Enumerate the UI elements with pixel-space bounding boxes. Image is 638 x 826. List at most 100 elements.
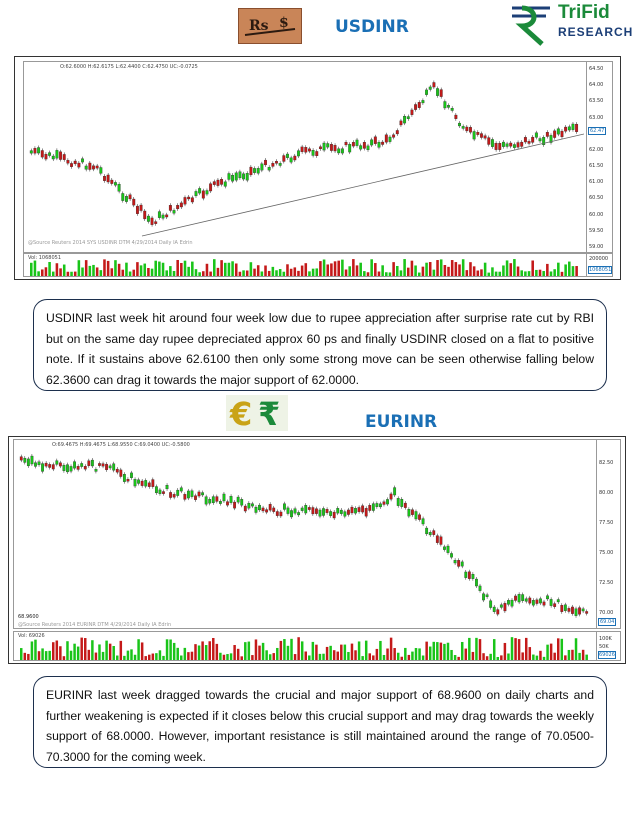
eurinr-candle bbox=[119, 469, 123, 477]
eurinr-volume-bar bbox=[468, 637, 471, 660]
eurinr-candle bbox=[567, 608, 571, 612]
usdinr-volume-bar bbox=[494, 271, 498, 276]
usdinr-candle bbox=[198, 188, 202, 194]
eurinr-tick-label: 77.50 bbox=[599, 520, 614, 526]
eurinr-volume-bar bbox=[521, 652, 524, 660]
eurinr-volume-bar bbox=[261, 642, 265, 660]
usdinr-candle bbox=[501, 141, 505, 147]
eurinr-volume-bar bbox=[350, 643, 354, 660]
usdinr-price-panel: O:62.6000 H:62.6175 L:62.4400 C:62.4750 … bbox=[23, 61, 613, 253]
eurinr-volume-bar bbox=[240, 656, 243, 660]
eurinr-volume-bar bbox=[30, 641, 34, 660]
usdinr-candle bbox=[432, 82, 436, 88]
eurinr-volume-bar bbox=[180, 655, 183, 660]
usdinr-candle bbox=[172, 210, 176, 214]
usdinr-candle bbox=[201, 190, 205, 199]
usdinr-candle bbox=[194, 191, 198, 197]
usdinr-volume-bar bbox=[88, 265, 92, 276]
eurinr-candle bbox=[489, 600, 493, 608]
eurinr-candle bbox=[432, 530, 436, 535]
usdinr-candle bbox=[99, 167, 103, 174]
usdinr-volume-bar bbox=[502, 265, 505, 276]
usdinr-volume-bar bbox=[392, 262, 395, 276]
usdinr-candle bbox=[370, 139, 374, 146]
eurinr-candle bbox=[332, 511, 336, 519]
eurinr-volume-bar bbox=[510, 637, 514, 660]
usdinr-last-volume: 1068051 bbox=[588, 266, 613, 274]
eurinr-commentary-text: EURINR last week dragged towards the cru… bbox=[46, 688, 594, 764]
eurinr-candle bbox=[450, 553, 453, 558]
eurinr-volume-bar bbox=[329, 645, 332, 660]
usdinr-volume-bar bbox=[527, 271, 531, 276]
usdinr-candle bbox=[421, 100, 425, 104]
usdinr-volume-bar bbox=[48, 261, 51, 276]
usdinr-candle bbox=[110, 179, 114, 184]
eurinr-volume-bar bbox=[443, 643, 446, 660]
eurinr-volume-bar bbox=[300, 641, 304, 660]
eurinr-candle bbox=[26, 458, 30, 467]
eurinr-volume-bar bbox=[34, 639, 37, 660]
usdinr-candle bbox=[542, 137, 546, 146]
eurinr-candle bbox=[435, 535, 439, 543]
eurinr-volume-bar bbox=[492, 639, 496, 660]
eurinr-volume-bar bbox=[162, 655, 165, 660]
usdinr-candle bbox=[73, 160, 77, 165]
usdinr-candle bbox=[505, 143, 509, 147]
usdinr-candle bbox=[264, 159, 267, 166]
eurinr-volume-bar bbox=[144, 656, 147, 660]
eurinr-candle bbox=[144, 480, 148, 487]
eurinr-volume-bar bbox=[453, 655, 457, 660]
usdinr-volume-bar bbox=[191, 261, 194, 276]
eurinr-candle bbox=[101, 463, 105, 467]
usdinr-candle bbox=[242, 173, 245, 180]
eurinr-candle bbox=[368, 505, 372, 511]
eurinr-candle bbox=[478, 585, 482, 591]
usdinr-volume-bar bbox=[92, 264, 95, 276]
usdinr-volume-bar bbox=[110, 268, 114, 276]
eurinr-candle bbox=[418, 514, 421, 520]
usdinr-volume-bar bbox=[352, 259, 355, 276]
eurinr-volume-bar bbox=[155, 653, 158, 660]
usdinr-tick-label: 63.00 bbox=[589, 114, 604, 121]
usdinr-volume-bar bbox=[128, 271, 132, 276]
eurinr-candle bbox=[411, 509, 414, 515]
usdinr-candle bbox=[308, 148, 311, 152]
usdinr-volume-bar bbox=[505, 260, 509, 276]
eurinr-volume-bar bbox=[400, 656, 404, 660]
eurinr-volume-bar bbox=[212, 637, 215, 660]
usdinr-candle bbox=[439, 89, 443, 97]
usdinr-candle bbox=[44, 153, 48, 160]
usdinr-candle bbox=[443, 101, 447, 109]
usdinr-volume-bar bbox=[198, 272, 201, 276]
trifid-logo: TriFid RESEARCH bbox=[508, 2, 632, 48]
usdinr-volume-bar bbox=[282, 271, 286, 276]
usdinr-volume-bar bbox=[432, 269, 436, 276]
usdinr-volume-bar bbox=[319, 261, 322, 276]
eurinr-tick-label: 82.50 bbox=[599, 460, 614, 466]
usdinr-volume-bar bbox=[139, 265, 143, 276]
eurinr-candle bbox=[460, 561, 464, 567]
usdinr-candle bbox=[483, 135, 487, 139]
usdinr-candle bbox=[406, 116, 410, 119]
usdinr-volume-bar bbox=[147, 268, 150, 276]
eurinr-volume-bar bbox=[539, 650, 542, 660]
usdinr-volume-bar bbox=[370, 259, 373, 276]
eurinr-candle bbox=[439, 536, 443, 545]
eurinr-volume-bar bbox=[368, 653, 372, 660]
eurinr-candle bbox=[322, 508, 325, 516]
usdinr-candle bbox=[318, 146, 322, 150]
eurinr-tick-label: 75.00 bbox=[599, 550, 614, 556]
usdinr-volume-bar bbox=[355, 265, 359, 276]
eurinr-candle bbox=[556, 599, 560, 603]
eurinr-volume-bar bbox=[532, 654, 535, 660]
eurinr-volume-bars bbox=[20, 637, 588, 660]
usdinr-volume-bar bbox=[44, 267, 48, 276]
usdinr-candle bbox=[516, 142, 520, 148]
usdinr-volume-bar bbox=[308, 271, 311, 276]
eurinr-candle bbox=[347, 509, 350, 515]
eurinr-volume-bar bbox=[304, 651, 307, 660]
usdinr-candle bbox=[392, 134, 396, 138]
eurinr-candle bbox=[297, 512, 301, 516]
usdinr-volume-bar bbox=[344, 269, 348, 276]
usdinr-candle bbox=[249, 166, 253, 176]
